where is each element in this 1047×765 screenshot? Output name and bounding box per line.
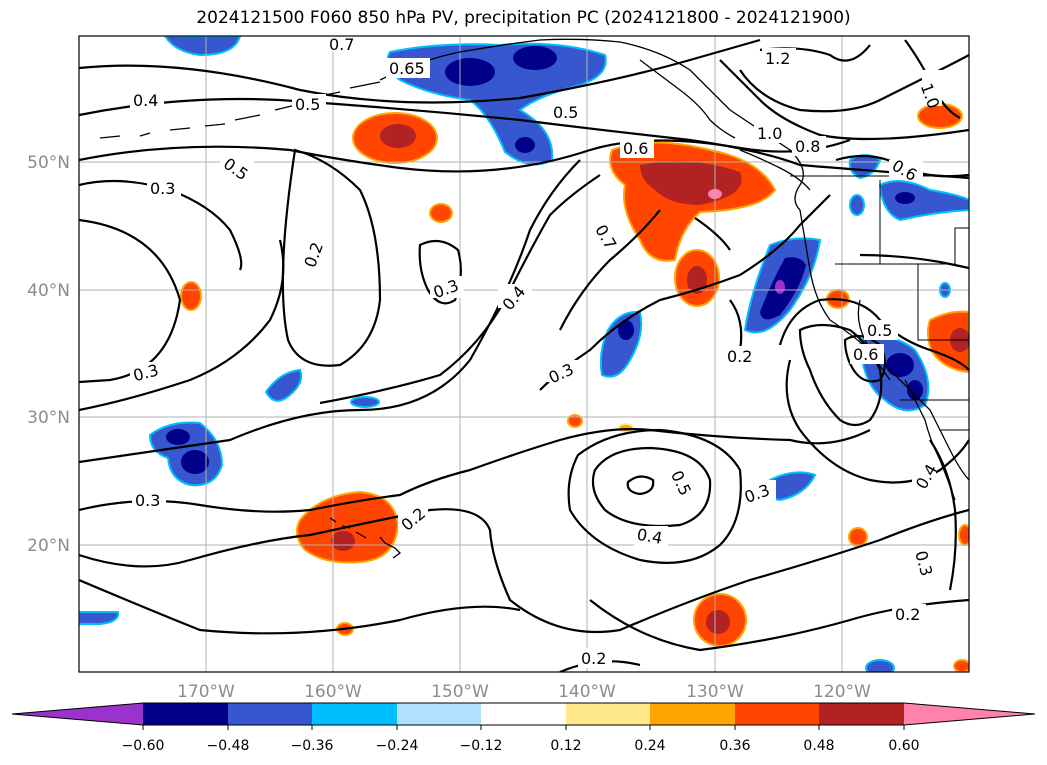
warm-blob-east [917,103,969,374]
contour-label: 0.8 [795,137,820,156]
colorbar-tick: −0.60 [122,738,165,754]
lat-label-20n: 20°N [27,536,70,556]
colorbar-tick: 0.12 [550,738,581,754]
contour-label: 0.4 [133,91,158,110]
lat-label-30n: 30°N [27,408,70,428]
contour-label: 0.5 [295,95,320,114]
colorbar-segment [228,703,312,725]
colorbar-segment [819,703,904,725]
map-area: 0.4 0.5 0.65 0.7 1.2 1.0 0.5 1.0 0.8 0.6… [79,35,969,672]
colorbar-segment [735,703,819,725]
contour-label: 0.65 [389,59,425,78]
contour-label: 0.6 [853,345,878,364]
lon-label-140w: 140°W [558,682,616,702]
pv-contours [79,38,969,672]
colorbar-extend-low [12,703,143,725]
cool-blob-aleutians [163,36,607,166]
contour-label: 0.2 [727,347,752,366]
colorbar-tick: −0.48 [207,738,250,754]
colorbar-tick: 0.48 [803,738,834,754]
colorbar-tick: −0.24 [376,738,419,754]
colorbar-segment [312,703,397,725]
precip-warm-areas [180,103,969,672]
lat-label-40n: 40°N [27,281,70,301]
colorbar-segment [566,703,650,725]
contour-label: 0.5 [867,321,892,340]
colorbar-tick: −0.12 [460,738,503,754]
contour-label: 1.0 [757,124,782,143]
contour-labels: 0.4 0.5 0.65 0.7 1.2 1.0 0.5 1.0 0.8 0.6… [130,35,943,668]
colorbar-tick: 0.24 [634,738,665,754]
warm-blob-south [693,593,747,647]
lat-label-50n: 50°N [27,153,70,173]
contour-label: 0.6 [623,139,648,158]
colorbar-segment [397,703,481,725]
contour-label: 0.2 [581,649,606,668]
lon-label-150w: 150°W [431,682,489,702]
lon-label-170w: 170°W [177,682,235,702]
map-frame [78,35,970,673]
cool-blob-central [599,237,822,502]
latitude-labels: 50°N 40°N 30°N 20°N [27,153,70,556]
lon-label-130w: 130°W [686,682,744,702]
colorbar-extend-high [904,703,1035,725]
warm-blob-north-pacific [609,141,777,307]
colorbar-segment [143,703,228,725]
contour-label: 0.3 [150,179,175,198]
colorbar-segment [650,703,735,725]
contour-label: 0.3 [135,491,160,510]
contour-label: 0.7 [329,35,354,54]
contour-label: 0.5 [553,103,578,122]
borders [790,175,969,431]
lon-label-160w: 160°W [304,682,362,702]
lon-label-120w: 120°W [813,682,871,702]
colorbar-tick: 0.36 [719,738,750,754]
colorbar-tick: −0.36 [291,738,334,754]
colorbar-segment [481,703,566,725]
colorbar: −0.60 −0.48 −0.36 −0.24 −0.12 0.12 0.24 … [11,702,1036,754]
contour-label: 1.2 [765,49,790,68]
contour-label: 0.4 [635,525,663,548]
colorbar-tick: 0.60 [888,738,919,754]
map-title: 2024121500 F060 850 hPa PV, precipitatio… [196,8,851,28]
longitude-labels: 170°W 160°W 150°W 140°W 130°W 120°W [177,682,871,702]
cool-blob-west [79,368,380,625]
contour-label: 0.2 [895,605,920,624]
warm-blob-gulf-of-alaska [352,112,438,164]
